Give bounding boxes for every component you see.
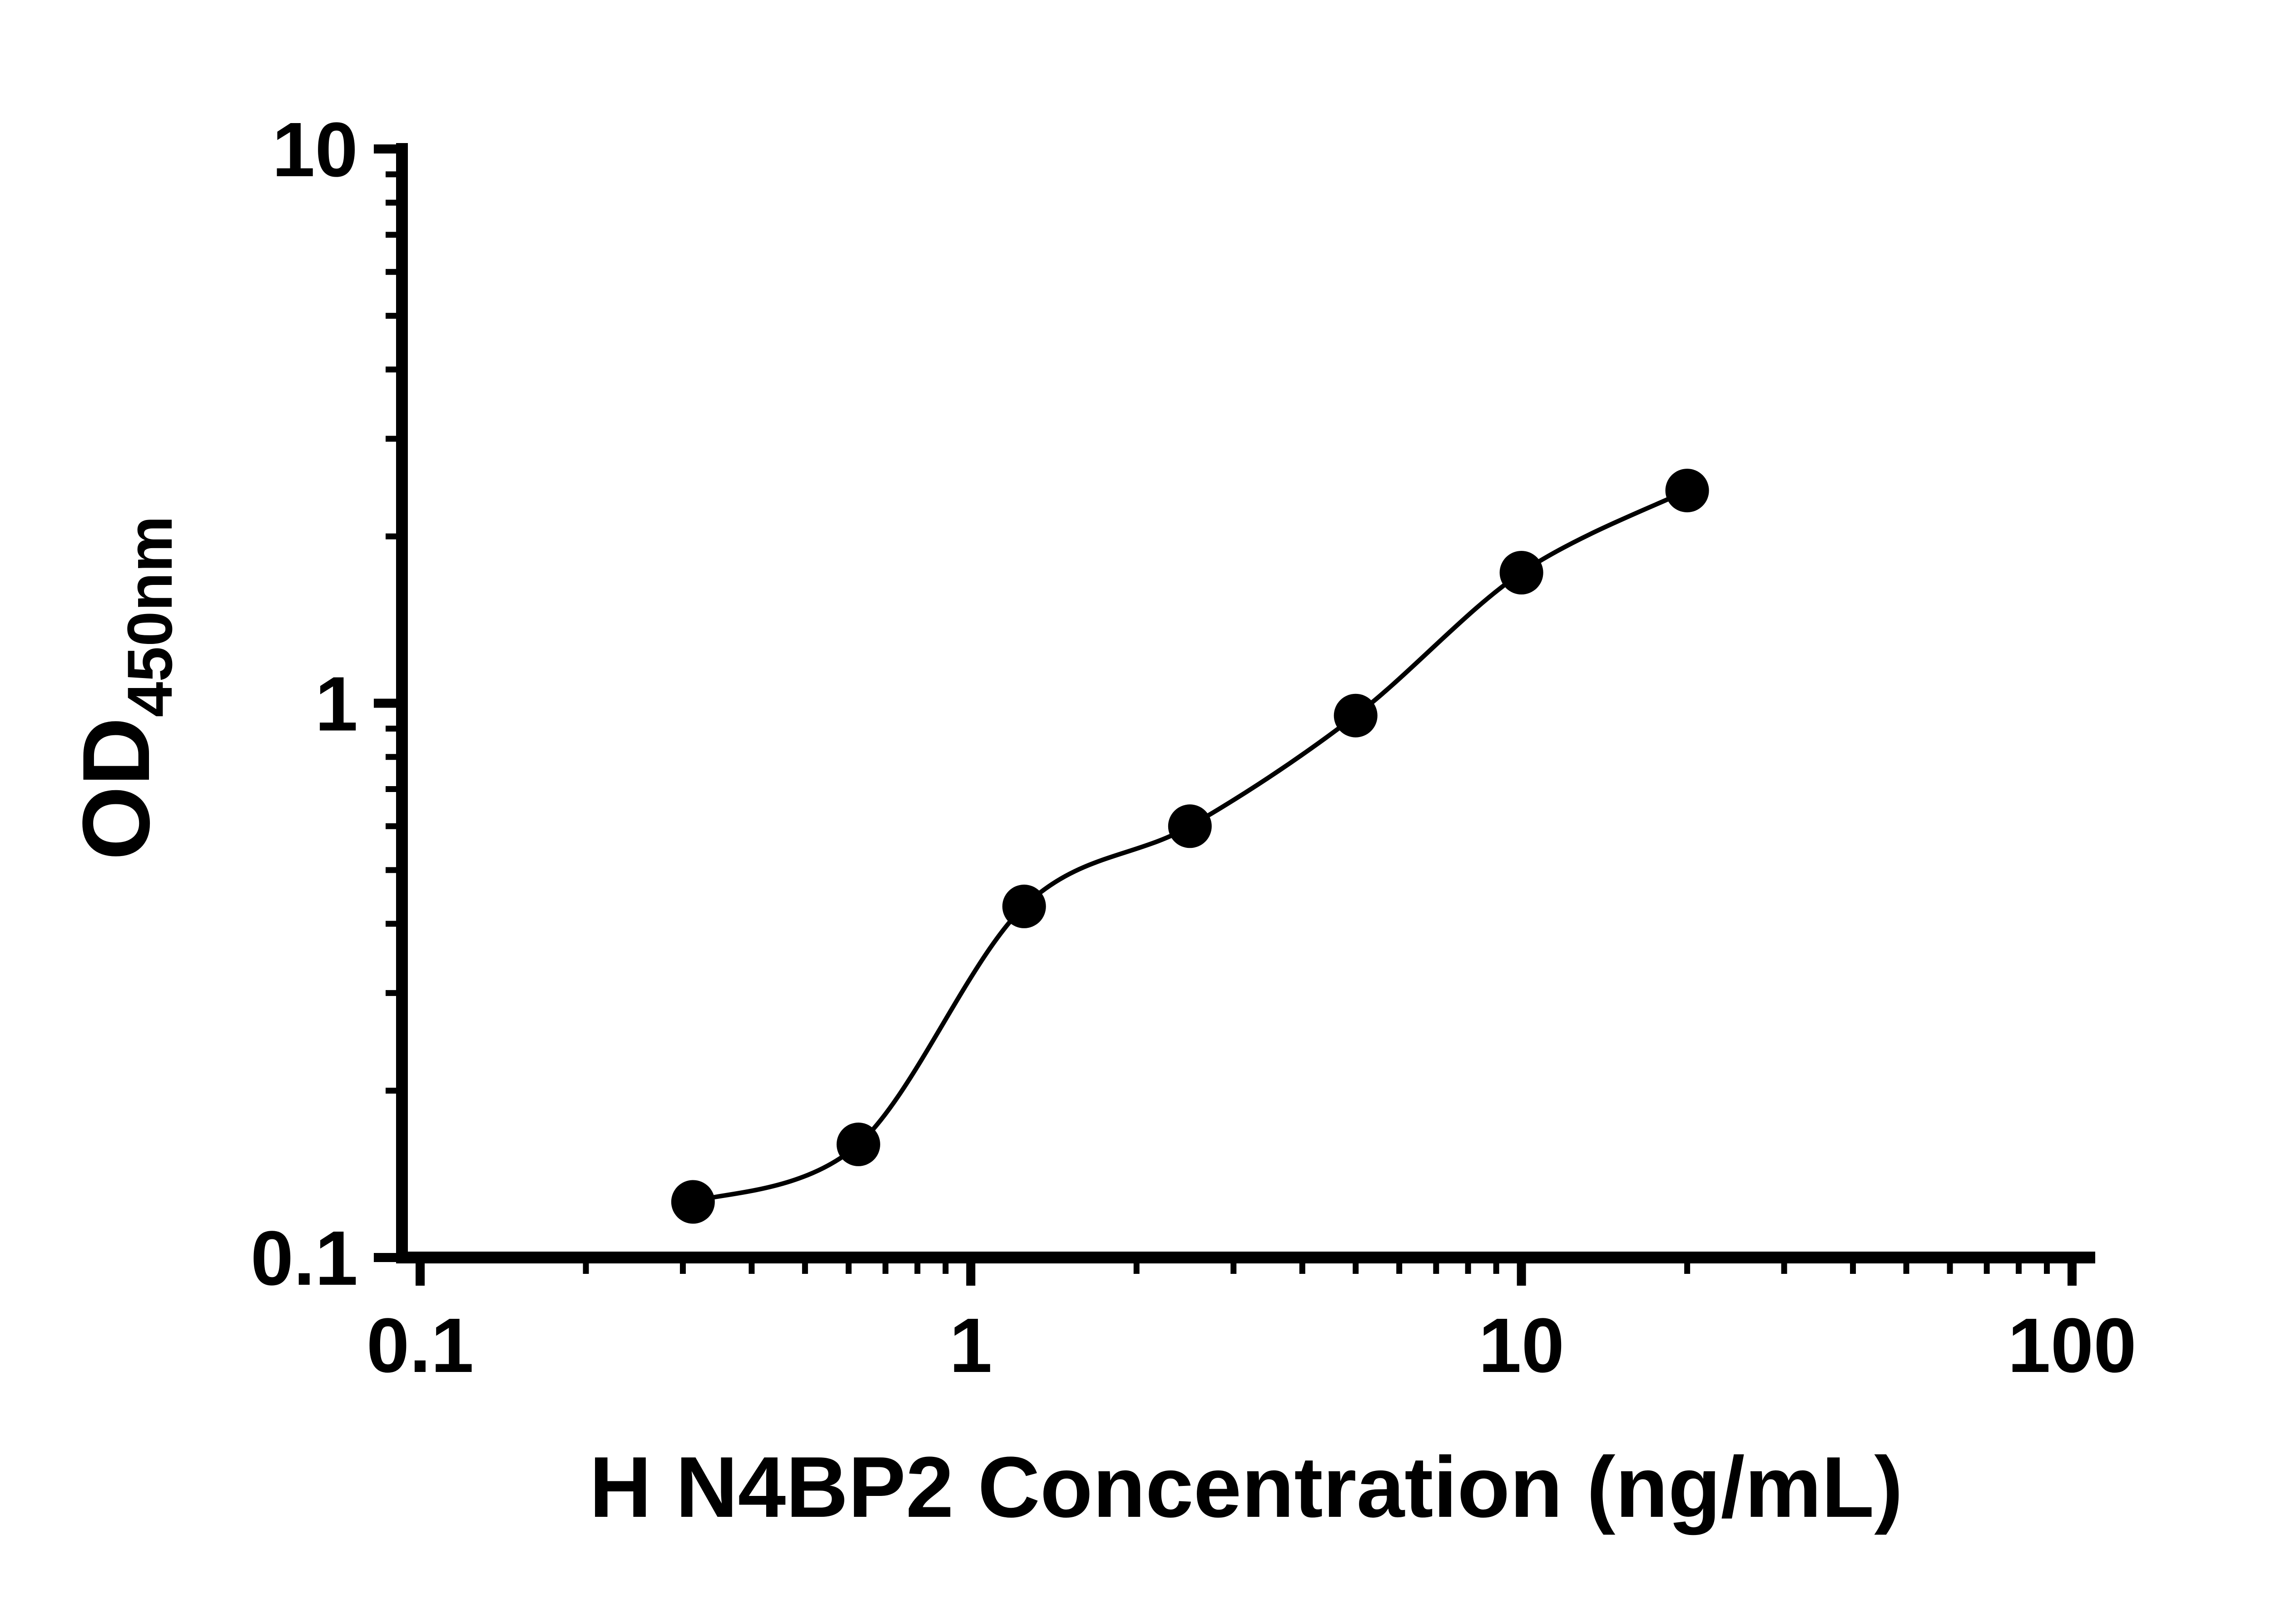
y-tick-label: 10 bbox=[272, 107, 358, 193]
data-point bbox=[1499, 551, 1543, 594]
y-tick-label: 1 bbox=[315, 661, 358, 748]
data-point bbox=[836, 1122, 880, 1166]
data-point bbox=[671, 1180, 715, 1224]
data-point bbox=[1334, 693, 1378, 738]
y-tick-label: 0.1 bbox=[251, 1215, 358, 1302]
data-point bbox=[1665, 469, 1709, 513]
data-point bbox=[1168, 804, 1212, 848]
data-point bbox=[1002, 884, 1046, 928]
x-tick-label: 10 bbox=[1478, 1302, 1564, 1389]
x-axis-title: H N4BP2 Concentration (ng/mL) bbox=[589, 1439, 1903, 1535]
x-tick-label: 100 bbox=[2008, 1302, 2137, 1389]
y-axis-title-subscript: 450nm bbox=[114, 516, 185, 718]
y-axis-title: OD450nm bbox=[63, 516, 185, 861]
y-axis-title-main: OD bbox=[63, 717, 169, 860]
x-tick-label: 1 bbox=[949, 1302, 992, 1389]
x-tick-label: 0.1 bbox=[367, 1302, 474, 1389]
